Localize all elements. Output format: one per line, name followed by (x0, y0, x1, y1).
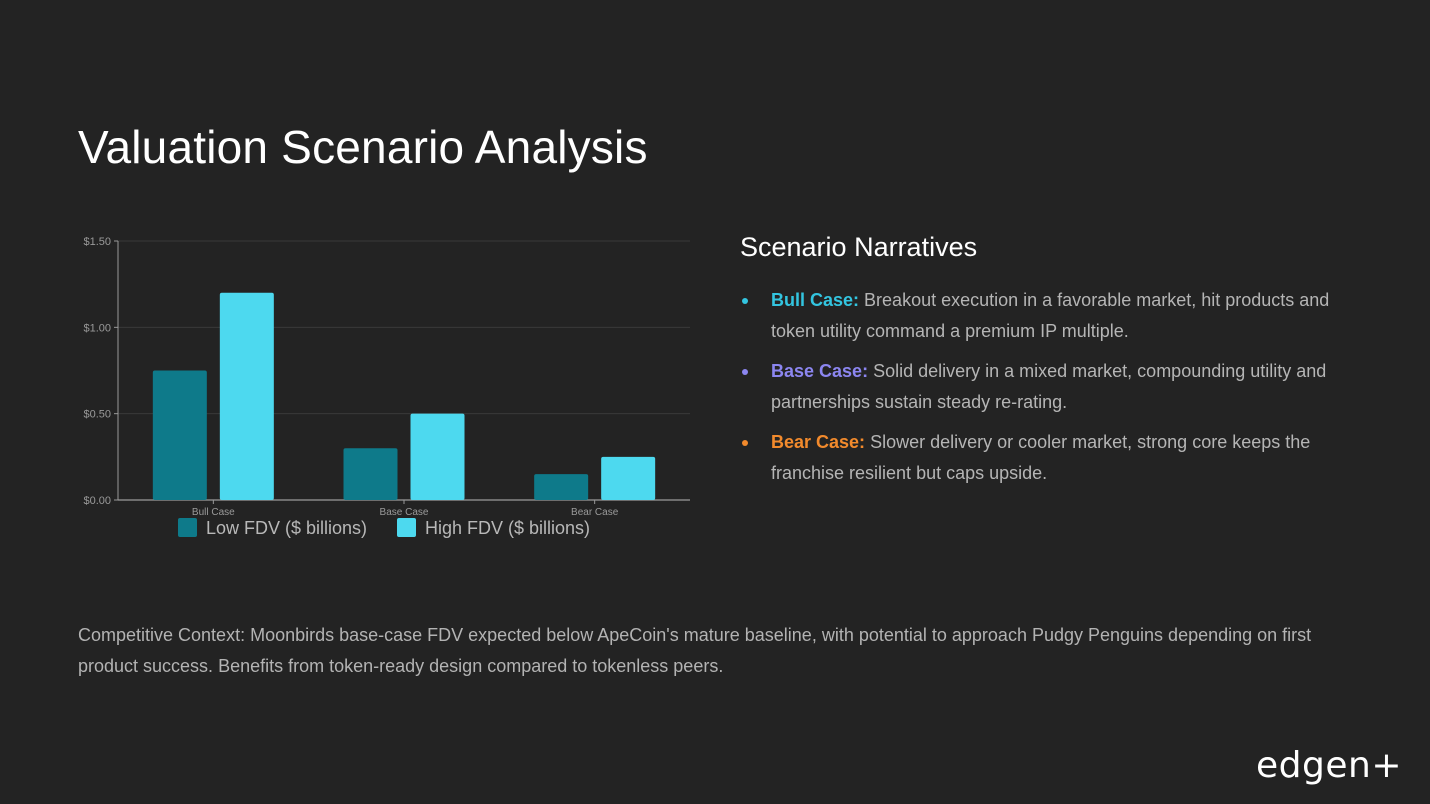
narrative-bull: Bull Case: Breakout execution in a favor… (740, 285, 1360, 347)
legend-entry: Low FDV ($ billions) (206, 518, 367, 538)
legend-swatch (397, 518, 416, 537)
y-tick-label: $1.50 (83, 236, 111, 248)
bar-bull-case-high (219, 292, 274, 500)
edgen-logo: edgen+ (1256, 745, 1402, 786)
narrative-text: Solid delivery in a mixed market, compou… (771, 361, 1327, 412)
bullet-dot-icon (742, 369, 748, 375)
page-title: Valuation Scenario Analysis (78, 121, 648, 173)
narratives-list: Bull Case: Breakout execution in a favor… (740, 285, 1360, 489)
chart-svg: $0.00 $0.50 $1.00 $1.50 Bull Case Base Case Be… (83, 236, 690, 538)
narratives-title: Scenario Narratives (740, 232, 978, 262)
bar-base-case-low (343, 448, 398, 500)
x-tick-label: Bull Case (192, 507, 235, 518)
bar-bear-case-low (534, 474, 589, 500)
narrative-label: Bull Case: (771, 290, 860, 310)
narrative-bear: Bear Case: Slower delivery or cooler mar… (740, 427, 1360, 489)
valuation-bar-chart: $0.00 $0.50 $1.00 $1.50 Bull Case Base Case Be… (70, 228, 700, 548)
x-tick-label: Base Case (380, 507, 429, 518)
scenario-narratives: Scenario Narratives Bull Case: Breakout … (740, 232, 1360, 498)
y-tick-label: $1.00 (83, 322, 111, 334)
bullet-dot-icon (742, 440, 748, 446)
narrative-text: Slower delivery or cooler market, strong… (771, 432, 1311, 483)
legend-swatch (178, 518, 197, 537)
bar-bull-case-low (152, 370, 207, 500)
narrative-base: Base Case: Solid delivery in a mixed mar… (740, 356, 1360, 418)
narrative-label: Base Case: (771, 361, 869, 381)
bar-base-case-high (410, 413, 465, 500)
y-tick-label: $0.00 (83, 495, 111, 507)
narrative-text: Breakout execution in a favorable market… (771, 290, 1330, 341)
competitive-context: Competitive Context: Moonbirds base-case… (78, 625, 1312, 676)
y-tick-label: $0.50 (83, 409, 111, 421)
x-tick-label: Bear Case (571, 507, 619, 518)
legend-entry: High FDV ($ billions) (425, 518, 590, 538)
bar-bear-case-high (601, 456, 656, 500)
bullet-dot-icon (742, 298, 748, 304)
narrative-label: Bear Case: (771, 432, 866, 452)
